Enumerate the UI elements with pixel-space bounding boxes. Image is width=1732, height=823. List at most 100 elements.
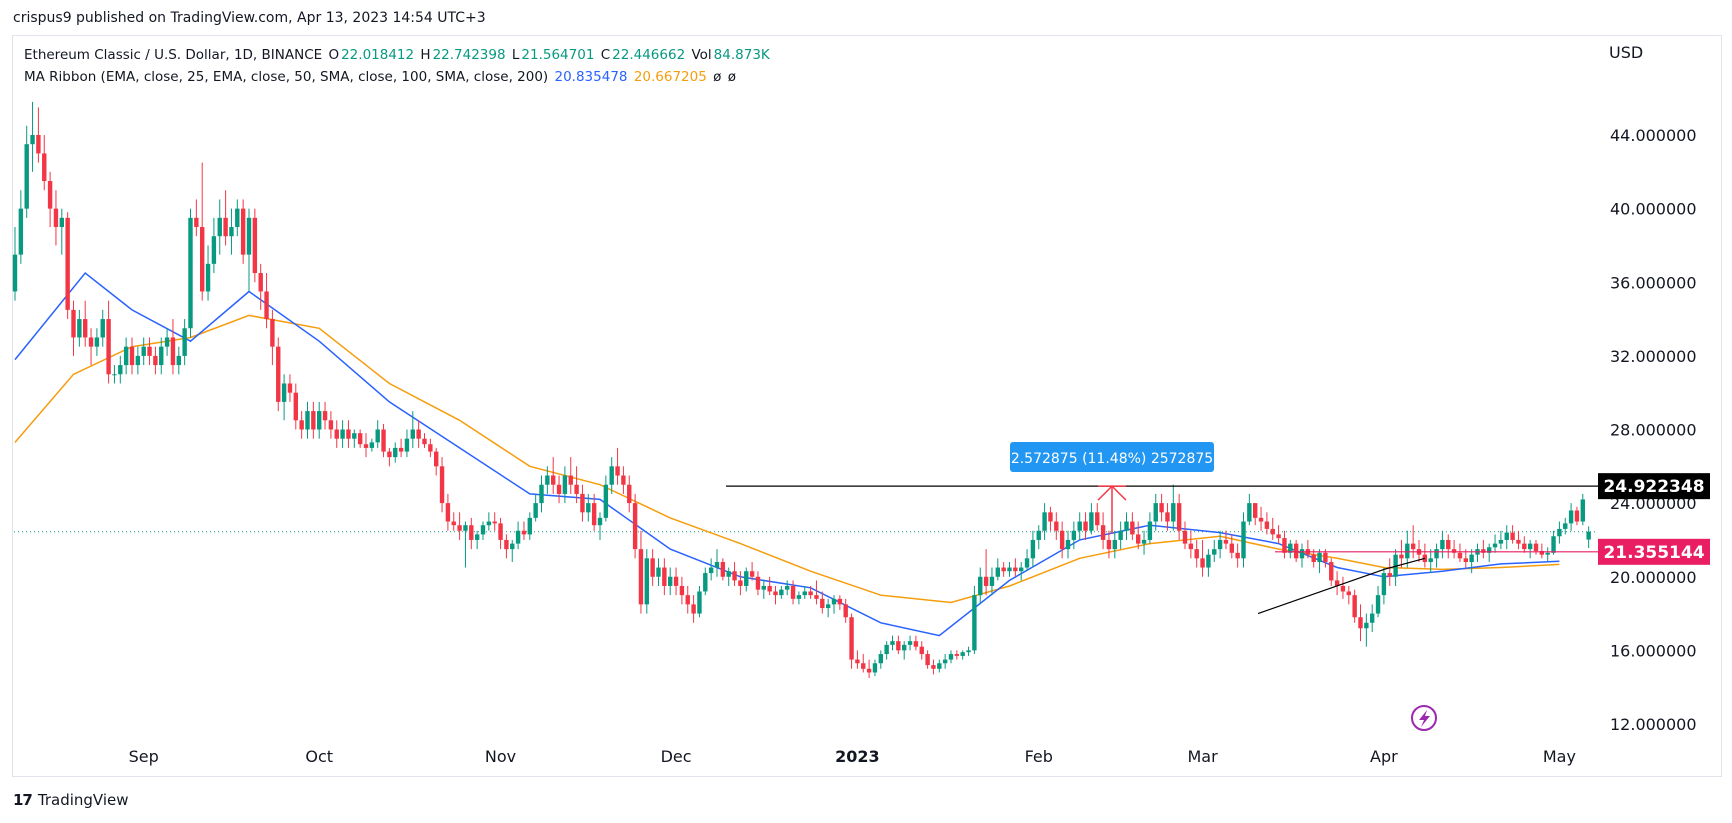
candle-body <box>691 604 696 614</box>
candle-body <box>907 641 913 645</box>
candle-body <box>1323 552 1328 563</box>
candle-body <box>1346 591 1351 596</box>
x-axis-tick-label: Dec <box>661 747 692 766</box>
candle-body <box>913 641 919 647</box>
candle-body <box>779 589 784 596</box>
rising-trendline-extension[interactable] <box>1383 557 1426 570</box>
candle-body <box>1481 549 1486 553</box>
candle-body <box>1188 543 1194 550</box>
candle-body <box>1095 512 1100 526</box>
x-axis-tick-label: May <box>1543 747 1576 766</box>
candle-body <box>281 383 287 402</box>
low-value: 21.564701 <box>521 47 595 63</box>
candle-body <box>925 654 930 666</box>
candle-body <box>638 549 644 605</box>
candle-body <box>59 217 64 228</box>
candle-body <box>755 576 761 590</box>
candle-body <box>340 429 345 439</box>
candle-body <box>621 475 626 485</box>
candle-body <box>761 585 766 590</box>
candle-body <box>1522 543 1527 550</box>
candle-body <box>749 571 755 577</box>
candle-body <box>931 665 936 669</box>
candle-body <box>463 525 468 531</box>
tradingview-logo[interactable]: 17 TradingView <box>13 791 129 809</box>
candle-body <box>603 484 609 518</box>
candle-body <box>1059 530 1065 550</box>
candle-body <box>1206 554 1211 568</box>
candle-body <box>1054 521 1059 531</box>
candle-body <box>1036 530 1041 540</box>
candle-body <box>1334 580 1340 586</box>
candle-body <box>937 663 942 669</box>
candle-body <box>902 644 907 651</box>
candle-body <box>1241 521 1246 559</box>
candle-body <box>989 576 995 586</box>
candle-body <box>334 429 339 439</box>
candle-body <box>656 567 661 577</box>
candle-body <box>30 135 35 145</box>
candle-body <box>252 217 258 274</box>
candle-body <box>785 585 790 590</box>
candle-body <box>1165 512 1170 522</box>
candle-body <box>1446 539 1451 550</box>
candle-body <box>381 429 386 452</box>
candle-body <box>1516 539 1521 544</box>
candle-body <box>439 466 445 504</box>
candle-body <box>738 580 743 586</box>
candle-body <box>1469 554 1474 563</box>
candle-body <box>1229 543 1234 553</box>
candle-body <box>387 451 392 458</box>
ema50-line <box>14 314 1560 604</box>
candle-body <box>188 217 193 329</box>
candle-body <box>363 444 369 448</box>
candle-body <box>1434 549 1439 559</box>
candle-body <box>1100 525 1106 540</box>
candle-body <box>1440 539 1445 550</box>
candle-body <box>1083 521 1088 531</box>
candle-body <box>948 654 954 660</box>
rising-trendline[interactable] <box>1257 568 1385 615</box>
candle-body <box>375 429 380 443</box>
candle-body <box>1533 543 1539 551</box>
candle-body <box>808 591 813 596</box>
candle-body <box>732 571 737 581</box>
candle-body <box>474 534 480 540</box>
candle-body <box>890 641 895 645</box>
candle-body <box>416 429 421 439</box>
candle-body <box>1586 531 1591 540</box>
y-axis-tick-label: 20.000000 <box>1610 568 1697 587</box>
candle-body <box>1510 532 1515 540</box>
candle-body <box>1013 567 1018 572</box>
candle-body <box>527 517 532 535</box>
candle-body <box>1288 543 1293 553</box>
candle-body <box>679 585 685 596</box>
candle-body <box>317 411 322 430</box>
candle-body <box>47 181 53 209</box>
y-axis-tick-label: 44.000000 <box>1610 126 1697 145</box>
symbol-legend-row[interactable]: Ethereum Classic / U.S. Dollar, 1D, BINA… <box>24 44 772 66</box>
y-axis-tick-label: 16.000000 <box>1610 641 1697 660</box>
candle-body <box>790 585 796 599</box>
candle-body <box>825 604 831 609</box>
candle-body <box>410 429 415 439</box>
candle-body <box>726 571 731 577</box>
candle-body <box>118 365 123 375</box>
publisher-attribution: crispus9 published on TradingView.com, A… <box>13 10 486 26</box>
candle-body <box>1370 613 1375 623</box>
candle-body <box>644 558 649 605</box>
candle-body <box>1410 543 1416 550</box>
candle-body <box>393 447 398 458</box>
lightning-icon-ring[interactable] <box>1411 705 1437 731</box>
candle-body <box>1375 595 1381 614</box>
candle-body <box>668 576 673 586</box>
candle-body <box>451 521 456 526</box>
candle-body <box>223 217 228 237</box>
currency-label[interactable]: USD <box>1609 43 1644 62</box>
candle-body <box>650 558 655 577</box>
candle-body <box>112 374 117 376</box>
candle-body <box>1071 530 1077 540</box>
candle-body <box>1024 558 1030 568</box>
indicator-legend-row[interactable]: MA Ribbon (EMA, close, 25, EMA, close, 5… <box>24 66 772 88</box>
